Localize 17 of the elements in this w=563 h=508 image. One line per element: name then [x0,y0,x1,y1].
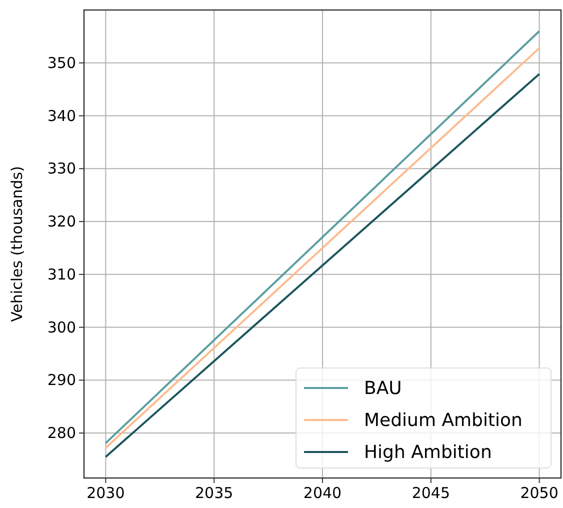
y-tick-label: 300 [47,318,76,336]
x-tick-label: 2050 [520,484,558,502]
x-tick-label: 2035 [194,484,234,502]
y-tick-label: 320 [47,212,76,231]
x-tick-label: 2030 [86,484,125,502]
y-tick-label: 340 [47,106,76,125]
y-tick-label: 280 [47,424,76,442]
legend-label: Medium Ambition [364,410,522,431]
y-tick-label: 290 [47,371,76,390]
x-tick-label: 2045 [412,484,450,502]
y-axis-title: Vehicles (thousands) [8,166,26,322]
legend-label: BAU [364,378,402,399]
y-tick-label: 330 [47,160,76,178]
legend-label: High Ambition [364,442,492,463]
y-tick-label: 310 [47,265,76,284]
x-tick-label: 2040 [303,484,342,502]
y-tick-label: 350 [47,54,76,72]
